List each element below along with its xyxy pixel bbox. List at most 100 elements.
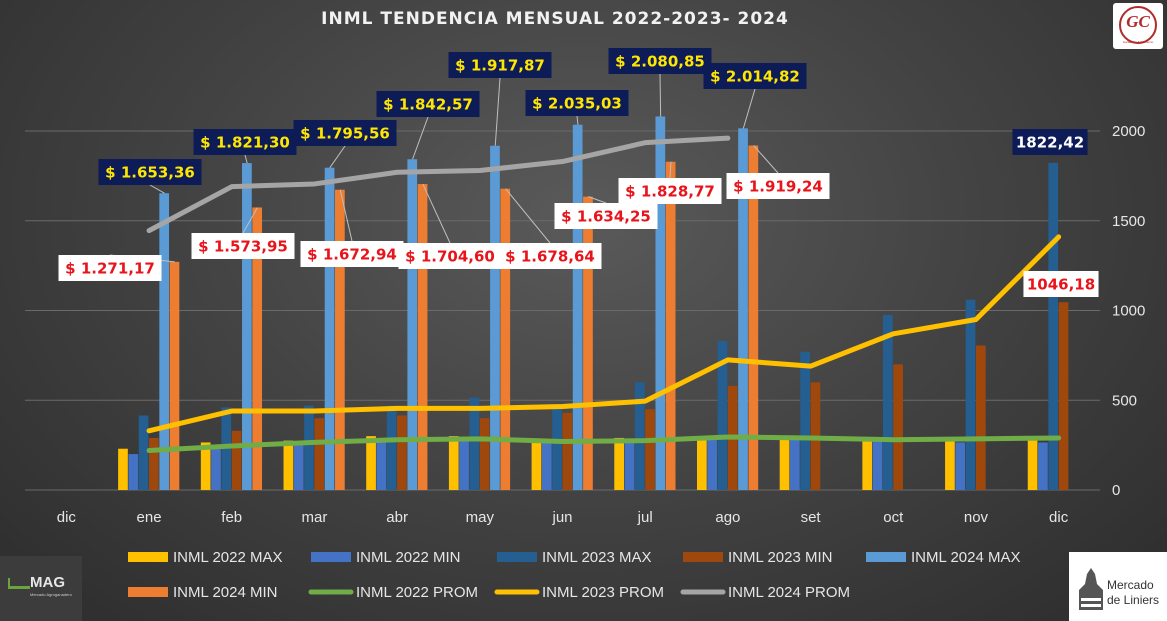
leader-line (576, 115, 579, 125)
data-label-box (376, 91, 480, 117)
bar (572, 124, 583, 491)
data-label: $ 2.080,85 (615, 53, 705, 71)
data-label-box (726, 173, 830, 199)
bar (490, 145, 500, 490)
bar (707, 439, 717, 490)
bar (893, 364, 903, 490)
bar (386, 405, 397, 490)
bar (717, 341, 728, 490)
liniers-logo-line2: de Liniers (1107, 593, 1160, 607)
bar (417, 184, 428, 491)
liniers-logo: Mercado de Liniers (1069, 552, 1167, 621)
bar (149, 437, 159, 490)
x-tick-label: nov (964, 509, 989, 526)
legend-swatch (128, 587, 168, 597)
leader-line (753, 145, 779, 174)
data-label: $ 1.842,57 (383, 96, 473, 114)
lines (146, 135, 1062, 454)
x-tick-label: set (801, 509, 822, 526)
bar (1038, 442, 1048, 490)
data-label: $ 1.919,24 (733, 178, 823, 196)
x-tick-label: dic (57, 509, 77, 526)
data-label: $ 1.821,30 (200, 134, 290, 152)
legend-label: INML 2022 PROM (356, 584, 478, 601)
liniers-logo-line1: Mercado (1107, 578, 1154, 592)
data-label-box (58, 255, 162, 281)
leader-line (242, 207, 258, 234)
bar (945, 439, 955, 490)
data-label-box (498, 243, 602, 269)
bar (655, 116, 666, 490)
leader-line (339, 189, 353, 242)
bar (293, 444, 304, 490)
bar (448, 436, 459, 490)
x-tick-label: abr (386, 509, 408, 526)
series-line (146, 434, 1062, 454)
mag-logo-subtext: Mercado Agroganadero (30, 592, 72, 597)
y-tick-label: 2000 (1112, 123, 1145, 140)
bar (169, 261, 180, 490)
bar (665, 161, 676, 490)
legend-swatch (866, 552, 906, 562)
data-labels: $ 1.653,36 $ 1.821,30 $ 1.795,56 $ 1.842,57… (58, 48, 1099, 297)
data-label: $ 1.704,60 (405, 248, 495, 266)
bars (118, 116, 1069, 491)
bar (1048, 162, 1059, 490)
data-label: 1822,42 (1016, 134, 1084, 152)
data-label-box (300, 241, 404, 267)
bar (283, 440, 294, 490)
data-label: $ 1.653,36 (105, 164, 195, 182)
legend: INML 2022 MAX INML 2022 MIN INML 2023 MAX I… (128, 549, 1021, 601)
bar (118, 448, 128, 490)
data-label-box (448, 52, 552, 78)
bar (862, 438, 873, 490)
bar (500, 188, 511, 490)
bar (738, 128, 748, 490)
legend-label: INML 2024 MIN (173, 584, 277, 601)
gc-logo: GC Ganaderia & Comercio (1113, 3, 1163, 49)
bar (200, 442, 211, 490)
leader-line (669, 161, 672, 179)
bar (552, 407, 562, 490)
bar (696, 437, 707, 490)
data-label: $ 1.634,25 (561, 208, 651, 226)
gc-logo-text: GC (1126, 12, 1150, 31)
mag-logo: MAG Mercado Agroganadero (0, 556, 82, 621)
leader-line (494, 77, 501, 146)
y-tick-label: 1000 (1112, 303, 1145, 320)
bar (469, 397, 480, 490)
x-tick-label: ene (137, 509, 162, 526)
bar (1058, 302, 1069, 490)
chart-title: INML TENDENCIA MENSUAL 2022-2023- 2024 (321, 9, 789, 29)
x-tick-label: dic (1049, 509, 1069, 526)
bar (459, 440, 469, 490)
bar (252, 207, 263, 491)
leader-line (412, 116, 429, 160)
bar (882, 314, 893, 490)
x-tick-label: oct (883, 509, 904, 526)
leader-line (422, 183, 451, 244)
data-label: $ 2.035,03 (532, 95, 622, 113)
legend-swatch (311, 552, 351, 562)
mag-logo-text: MAG (30, 574, 65, 591)
y-tick-label: 1500 (1112, 213, 1145, 230)
legend-label: INML 2022 MIN (356, 549, 460, 566)
leader-line (244, 154, 248, 164)
bar (479, 418, 490, 490)
data-label-box (608, 48, 712, 74)
data-label-box (191, 233, 295, 259)
bar (614, 437, 624, 490)
data-label: $ 1.795,56 (300, 125, 390, 143)
legend-swatch (683, 552, 723, 562)
bar (872, 441, 883, 490)
bar (800, 351, 810, 490)
bar (397, 415, 407, 490)
data-label: $ 1.678,64 (505, 248, 595, 266)
bar (407, 159, 418, 491)
leader-line (329, 145, 346, 168)
data-label: $ 1.917,87 (455, 57, 545, 75)
bar (634, 382, 645, 490)
data-label: $ 1.828,77 (625, 183, 715, 201)
bar (304, 405, 314, 490)
